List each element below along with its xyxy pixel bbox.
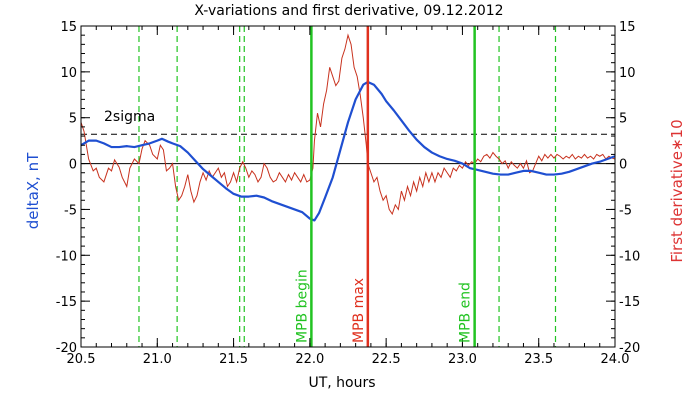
x-tick-label-3: 22.0 — [295, 352, 324, 367]
y-right-tick-label-6: -15 — [619, 295, 640, 310]
series-layer — [80, 26, 616, 347]
x-tick-label-5: 23.0 — [448, 352, 477, 367]
x-tick-label-0: 20.5 — [67, 352, 96, 367]
marker-labels: MPB begin MPB max MPB end — [294, 269, 473, 343]
y-left-tick-label-0: 15 — [60, 20, 77, 35]
marker-label-0: MPB begin — [294, 269, 310, 343]
deltax-line — [80, 80, 616, 222]
marker-lines — [81, 26, 615, 347]
x-tick-label-4: 22.5 — [372, 352, 401, 367]
y-left-tick-label-2: 5 — [69, 112, 77, 127]
marker-label-2: MPB end — [458, 282, 474, 343]
y-left-tick-label-3: 0 — [69, 158, 77, 173]
y-right-tick-label-4: -5 — [619, 203, 632, 218]
y-left-tick-label-6: -15 — [56, 295, 77, 310]
x-tick-label-2: 21.5 — [219, 352, 248, 367]
y-left-tick-label-5: -10 — [56, 249, 77, 264]
y-axis-label-left: deltaX, nT — [24, 152, 42, 229]
y-right-tick-label-7: -20 — [619, 341, 640, 356]
y-right-tick-label-3: 0 — [619, 158, 627, 173]
x-tick-label-1: 21.0 — [143, 352, 172, 367]
axes: 20.5 21.0 21.5 22.0 22.5 23.0 23.5 24.0 15 15 10 10… — [56, 20, 640, 367]
y-right-tick-label-1: 10 — [619, 66, 636, 81]
marker-label-1: MPB max — [351, 278, 367, 343]
y-left-tick-label-4: -5 — [64, 203, 77, 218]
x-tick-label-6: 23.5 — [524, 352, 553, 367]
y-right-tick-label-5: -10 — [619, 249, 640, 264]
chart-title: X-variations and first derivative, 09.12… — [194, 3, 503, 19]
plot-frame — [80, 25, 616, 348]
threshold-label: 2sigma — [104, 109, 155, 125]
derivative-line — [80, 33, 616, 216]
y-right-tick-label-2: 5 — [619, 112, 627, 127]
x-tick-label-7: 24.0 — [601, 352, 630, 367]
x-axis-label: UT, hours — [308, 375, 375, 391]
y-left-tick-label-1: 10 — [60, 66, 77, 81]
y-axis-label-right: First derivative∗10 — [668, 119, 686, 262]
y-right-tick-label-0: 15 — [619, 20, 636, 35]
y-left-tick-label-7: -20 — [56, 341, 77, 356]
